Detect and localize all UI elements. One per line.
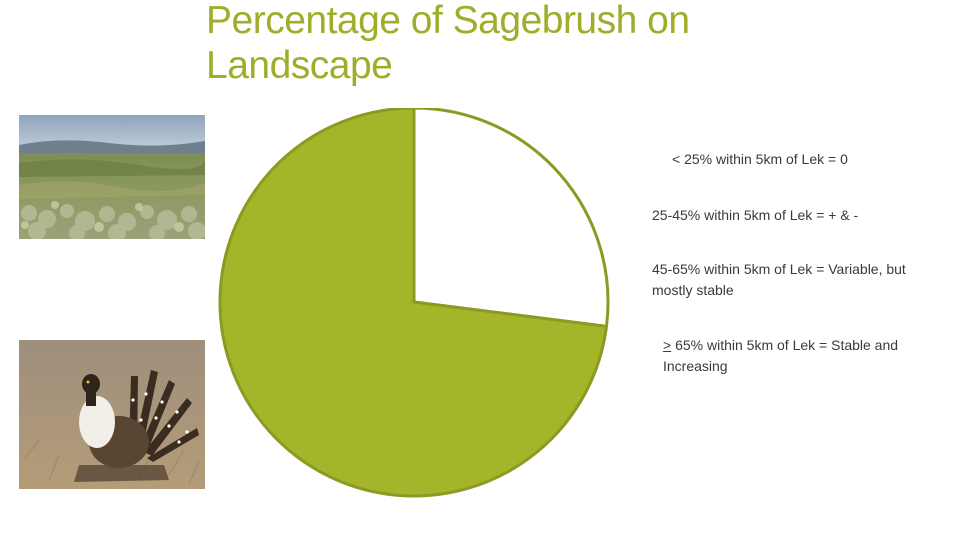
sagebrush-pie-chart: [218, 108, 610, 498]
legend-item-above-65-text: 65% within 5km of Lek = Stable and Incre…: [663, 337, 899, 374]
slide-title: Percentage of Sagebrush on Landscape: [206, 0, 690, 87]
legend-item-45-65: 45-65% within 5km of Lek = Variable, but…: [652, 261, 906, 298]
legend-item-above-65: > 65% within 5km of Lek = Stable and Inc…: [663, 335, 923, 377]
sagebrush-landscape-image: [19, 115, 205, 239]
sage-grouse-image: [19, 340, 205, 489]
legend-item-below-25: < 25% within 5km of Lek = 0: [672, 151, 848, 167]
greater-than-or-equal-symbol: >: [663, 337, 672, 353]
pie-slice-2: [218, 108, 608, 498]
pie-slice-1: [412, 108, 610, 328]
legend-item-25-45: 25-45% within 5km of Lek = + & -: [652, 207, 859, 223]
